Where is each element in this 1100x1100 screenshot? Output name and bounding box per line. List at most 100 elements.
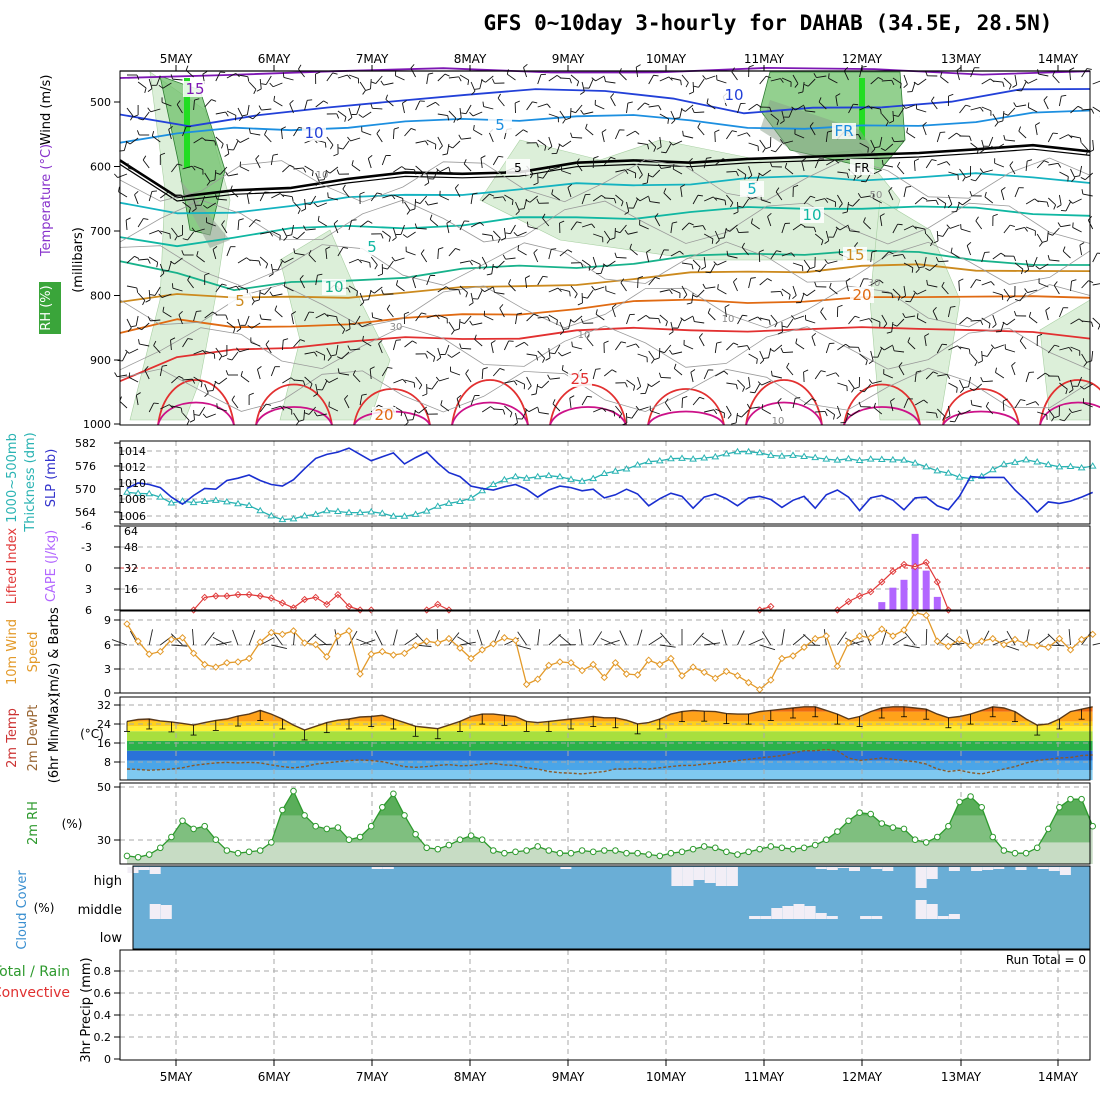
wind-barb-flag (824, 259, 829, 264)
precip-tick-label: 0.4 (94, 1009, 112, 1022)
wind-barb (250, 132, 261, 136)
wind-barb-flag (980, 376, 984, 382)
wind-barb (615, 405, 623, 415)
wind-barb-flag (907, 337, 911, 343)
temp-frame (119, 696, 1091, 781)
thickness-point (955, 473, 964, 480)
wind-barb-flag (1020, 399, 1026, 402)
wind-barb (1071, 409, 1082, 414)
wind-barb (465, 373, 472, 383)
surface-wind-barb (904, 632, 916, 646)
wind-barb-flag (956, 132, 961, 137)
cape-bar (878, 602, 886, 610)
wind-barb (726, 130, 733, 140)
wind-barb (148, 402, 155, 413)
wind-barb-flag (136, 392, 141, 396)
wind-barb (958, 280, 960, 292)
wind-barb (523, 67, 528, 78)
wind-barb-flag (731, 422, 737, 425)
wind-barb-flag (557, 352, 563, 357)
wind-barb-flag (959, 388, 965, 393)
wind-barb (359, 259, 370, 264)
surface-temp-loop (843, 383, 921, 426)
wind-barb (239, 137, 250, 143)
wind-barb-flag (750, 218, 753, 224)
wind-barb-flag (730, 202, 734, 208)
contour-label: 10 (802, 206, 821, 224)
ylabel-thickness-1: 1000~500mb (5, 433, 20, 523)
wind-barb-flag (922, 121, 927, 126)
wind-barb-flag (376, 129, 381, 134)
wind-barb (216, 198, 227, 201)
wind-barb-flag (602, 263, 608, 267)
wind-barb-flag (969, 387, 975, 391)
wind-barb-flag (1051, 416, 1055, 422)
wind-barb (694, 321, 705, 324)
rh2m-area-light (127, 791, 1093, 864)
wind-barb-flag (225, 171, 229, 177)
wind-barb-flag (388, 236, 391, 242)
wind-barb-flag (922, 197, 928, 201)
wind-barb-flag (724, 304, 730, 308)
wind-barb-flag (158, 84, 164, 89)
wind-speed-point (733, 672, 742, 680)
wind-barb-flag (736, 414, 742, 418)
wind-barb-flag (857, 193, 862, 198)
wind-barb (1021, 81, 1027, 92)
rh2m-point (700, 843, 708, 850)
wind-barb-flag (371, 312, 374, 318)
thickness-tick-label: 564 (75, 506, 96, 519)
surface-temp-loop (255, 406, 333, 426)
wind-barb-flag (1024, 79, 1029, 84)
wind-barb-flag (746, 132, 751, 137)
wind-barb (970, 106, 981, 111)
pressure-tick-label: 800 (90, 290, 111, 303)
wind-barb (914, 259, 920, 270)
wind-barb (317, 202, 327, 208)
cloud-high-cell (1048, 867, 1060, 871)
wind-barb (272, 293, 283, 297)
wind-barb (826, 159, 836, 166)
wind-barb (484, 286, 494, 293)
wind-barb (359, 220, 369, 228)
cloud-mid-cell (860, 916, 872, 919)
wind-barb (884, 344, 894, 351)
wind-barb (715, 370, 725, 377)
wind-barb (781, 321, 783, 333)
wind-barb-flag (480, 79, 486, 83)
wind-barb-flag (424, 200, 429, 206)
wind-barb (903, 398, 909, 409)
wind-barb (1070, 135, 1081, 139)
wind-barb (614, 227, 616, 239)
wind-barb-flag (776, 120, 780, 126)
wind-barb (446, 223, 450, 234)
wind-barb-flag (497, 93, 501, 99)
wind-barb (1036, 160, 1045, 169)
wind-barb (940, 76, 949, 84)
wind-barb-flag (463, 159, 467, 164)
wind-barb-flag (892, 323, 898, 327)
wind-tick-label: 6 (104, 639, 111, 652)
rh2m-point (123, 852, 131, 860)
wind-barb (493, 408, 504, 411)
wind-barb (404, 379, 415, 384)
wind-barb-flag (479, 221, 485, 226)
wind-barb (792, 262, 803, 267)
wind-barb-flag (358, 322, 363, 328)
wind-barb (783, 140, 794, 144)
wind-barb-flag (325, 170, 331, 174)
wind-barb-flag (556, 319, 558, 326)
wind-barb-flag (925, 267, 930, 271)
wind-barb-flag (793, 184, 799, 188)
wind-speed-point (278, 630, 287, 639)
wind-barb (848, 379, 855, 389)
wind-barb-flag (1043, 160, 1049, 163)
wind-barb-flag (125, 349, 130, 354)
surface-temp-loop (255, 383, 333, 426)
cloud-mid-cell (915, 900, 927, 919)
wind-barb-flag (248, 392, 254, 396)
wind-barb (1005, 139, 1016, 142)
wind-barb-flag (313, 202, 318, 208)
wind-barb (910, 292, 916, 303)
wind-barb (283, 76, 294, 81)
